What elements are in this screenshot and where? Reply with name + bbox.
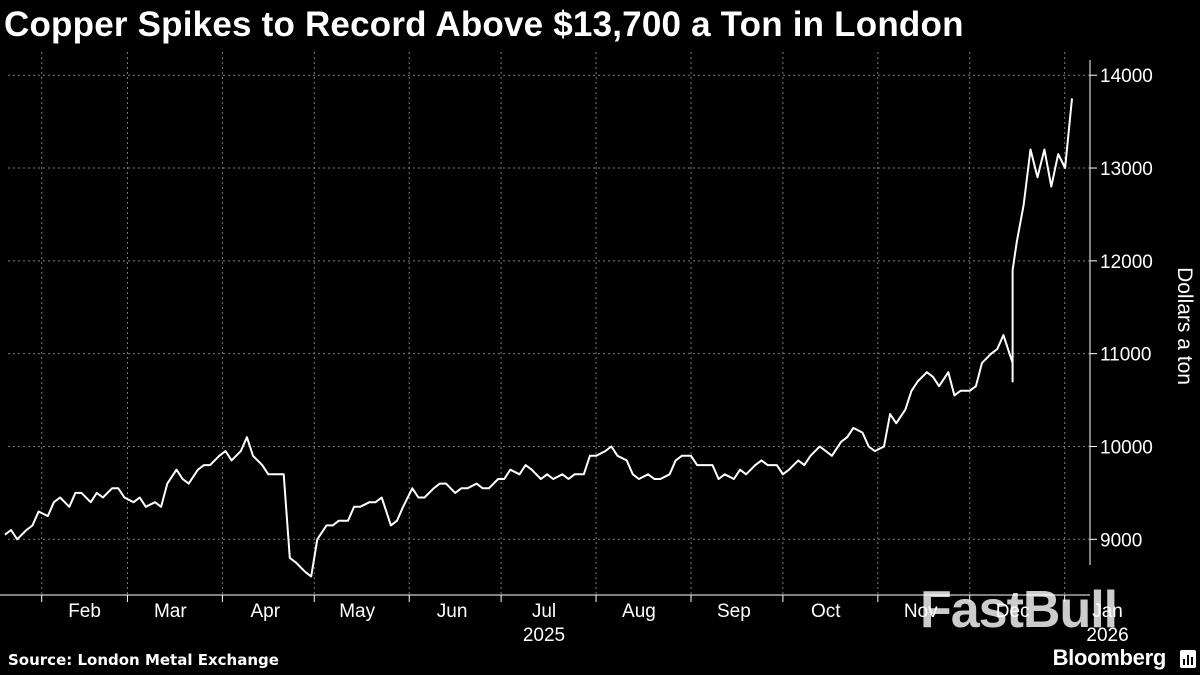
x-year-label: 2025 (523, 625, 565, 646)
x-tick-label: Dec (996, 601, 1030, 622)
x-year-label: 2026 (1086, 625, 1128, 646)
series (4, 98, 1073, 578)
chart-title: Copper Spikes to Record Above $13,700 a … (4, 5, 964, 44)
axes (0, 60, 1097, 602)
gridlines (8, 52, 1090, 595)
x-tick-label: Jul (532, 601, 556, 622)
x-tick-label: Sep (717, 601, 751, 622)
source-note: Source: London Metal Exchange (8, 651, 279, 669)
x-tick-label: Apr (250, 601, 280, 622)
y-tick-label: 14000 (1100, 66, 1153, 87)
x-tick-label: Nov (904, 601, 938, 622)
x-tick-label: Feb (68, 601, 101, 622)
y-tick-label: 11000 (1100, 345, 1151, 366)
x-tick-label: Jun (437, 601, 468, 622)
x-tick-label: Mar (154, 601, 187, 622)
x-tick-label: Oct (811, 601, 841, 622)
watermark: FastBull (920, 581, 1118, 639)
bloomberg-logo: Bloomberg (1052, 645, 1167, 670)
x-tick-label: Jan (1092, 601, 1123, 622)
y-tick-label: 10000 (1100, 437, 1153, 458)
y-tick-label: 13000 (1100, 159, 1153, 180)
y-axis-label: Dollars a ton (1173, 267, 1196, 385)
y-tick-label: 9000 (1100, 530, 1142, 551)
chart-badge-icon (1180, 650, 1196, 668)
series-line (4, 98, 1073, 578)
tick-labels: 9000 10000 11000 12000 13000 14000 Feb Mar Apr Ma… (68, 66, 1153, 646)
y-tick-label: 12000 (1100, 252, 1153, 273)
x-tick-label: May (339, 601, 375, 622)
x-tick-label: Aug (622, 601, 656, 622)
